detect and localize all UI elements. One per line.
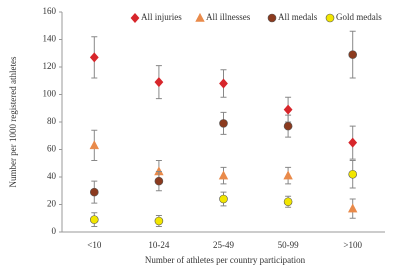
y-tick-label: 140 [43, 34, 57, 44]
legend-marker [267, 13, 277, 23]
point [218, 170, 229, 180]
point [90, 187, 99, 197]
y-tick-label: 160 [43, 6, 57, 16]
x-tick-label: 25-49 [213, 240, 234, 250]
point [154, 216, 164, 226]
y-tick-label: 100 [43, 89, 57, 99]
point [90, 215, 99, 224]
point [89, 52, 99, 63]
point [283, 197, 293, 207]
point [283, 104, 293, 115]
legend-label: All illnesses [206, 12, 251, 22]
point [348, 137, 358, 148]
point [154, 176, 164, 186]
x-tick-label: <10 [87, 240, 102, 250]
point [154, 77, 164, 88]
point [89, 140, 99, 150]
legend-label: Gold medals [336, 12, 382, 22]
point [219, 119, 228, 128]
y-axis-label: Number per 1000 registered athletes [8, 56, 18, 187]
x-tick-label: 50-99 [278, 240, 299, 250]
legend-marker [130, 13, 140, 23]
point [283, 121, 293, 131]
y-tick-label: 80 [47, 116, 57, 126]
y-tick-label: 40 [47, 171, 57, 181]
point [348, 169, 358, 179]
legend-label: All medals [278, 12, 318, 22]
x-axis-label: Number of athletes per country participa… [145, 255, 306, 265]
y-tick-label: 120 [43, 61, 57, 71]
legend-label: All injuries [141, 12, 182, 22]
point [219, 194, 228, 204]
point [348, 50, 358, 59]
x-tick-label: 10-24 [148, 240, 169, 250]
point [348, 203, 358, 213]
y-tick-label: 20 [47, 199, 57, 209]
y-tick-label: 0 [52, 226, 57, 236]
point [219, 78, 228, 89]
point [283, 170, 293, 180]
x-tick-label: >100 [343, 240, 362, 250]
y-tick-label: 60 [47, 144, 57, 154]
legend-marker [195, 12, 205, 22]
legend-marker [325, 13, 335, 23]
